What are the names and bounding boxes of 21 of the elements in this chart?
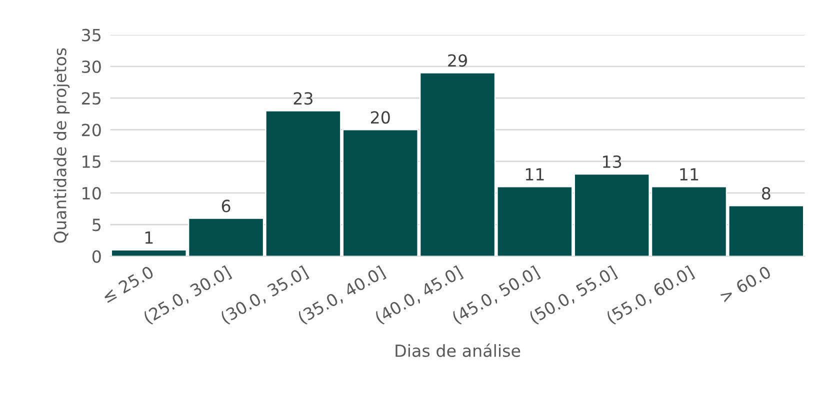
data-label: 20	[370, 111, 390, 124]
y-axis-title: Quantidade de projetos	[54, 48, 70, 243]
y-tick-label: 10	[82, 186, 101, 200]
data-label: 6	[222, 200, 230, 212]
data-label: 11	[526, 168, 544, 180]
y-tick-label: 5	[92, 218, 101, 232]
x-tick-label: ≤ 25.0	[102, 265, 154, 304]
y-tick-label: 25	[82, 92, 101, 105]
data-label: 23	[294, 92, 312, 105]
y-tick-label: 0	[92, 250, 101, 263]
data-label: 11	[680, 168, 698, 180]
y-tick-label: 35	[82, 28, 101, 42]
y-tick-label: 15	[82, 156, 101, 168]
y-tick-label: 30	[82, 60, 101, 74]
data-label: 13	[603, 155, 622, 168]
x-axis-title: Dias de análise	[396, 343, 520, 358]
data-label: 29	[448, 54, 467, 67]
y-tick-label: 20	[82, 124, 101, 136]
x-tick-label: > 60.0	[719, 265, 772, 304]
data-label: 8	[762, 187, 770, 200]
data-label: 1	[145, 232, 153, 244]
